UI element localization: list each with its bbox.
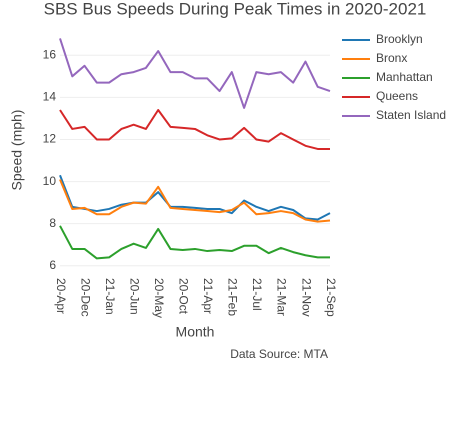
legend-label: Manhattan [376,70,433,84]
x-tick-label: 20-Apr [54,278,68,314]
x-tick-label: 21-Jul [250,278,264,311]
y-tick-label: 12 [43,132,57,146]
x-tick-label: 21-Nov [299,278,313,317]
x-tick-label: 21-Jan [103,278,117,315]
legend-label: Bronx [376,51,407,65]
legend-label: Queens [376,89,418,103]
x-tick-label: 20-Jun [127,278,141,315]
x-tick-label: 20-Oct [177,278,191,315]
x-tick-label: 20-May [152,278,166,318]
y-tick-label: 16 [43,47,57,61]
x-tick-label: 21-Sep [324,278,338,317]
line-series [59,225,330,260]
line-series [59,38,331,109]
chart-title: SBS Bus Speeds During Peak Times in 2020… [44,0,427,18]
y-tick-label: 14 [43,90,57,104]
y-tick-label: 10 [43,174,57,188]
line-series [59,179,331,223]
y-axis-title: Speed (mph) [9,110,25,191]
annotation: Data Source: MTA [230,347,328,361]
legend-label: Staten Island [376,108,446,122]
x-tick-label: 21-Mar [275,278,289,316]
y-tick-label: 6 [49,258,56,272]
x-tick-label: 21-Feb [226,278,240,316]
line-series [59,109,330,150]
x-tick-label: 21-Apr [201,278,215,314]
y-tick-label: 8 [49,216,56,230]
line-series [59,174,331,221]
x-axis-title: Month [176,324,215,340]
x-tick-label: 20-Dec [78,278,92,317]
legend-label: Brooklyn [376,32,423,46]
